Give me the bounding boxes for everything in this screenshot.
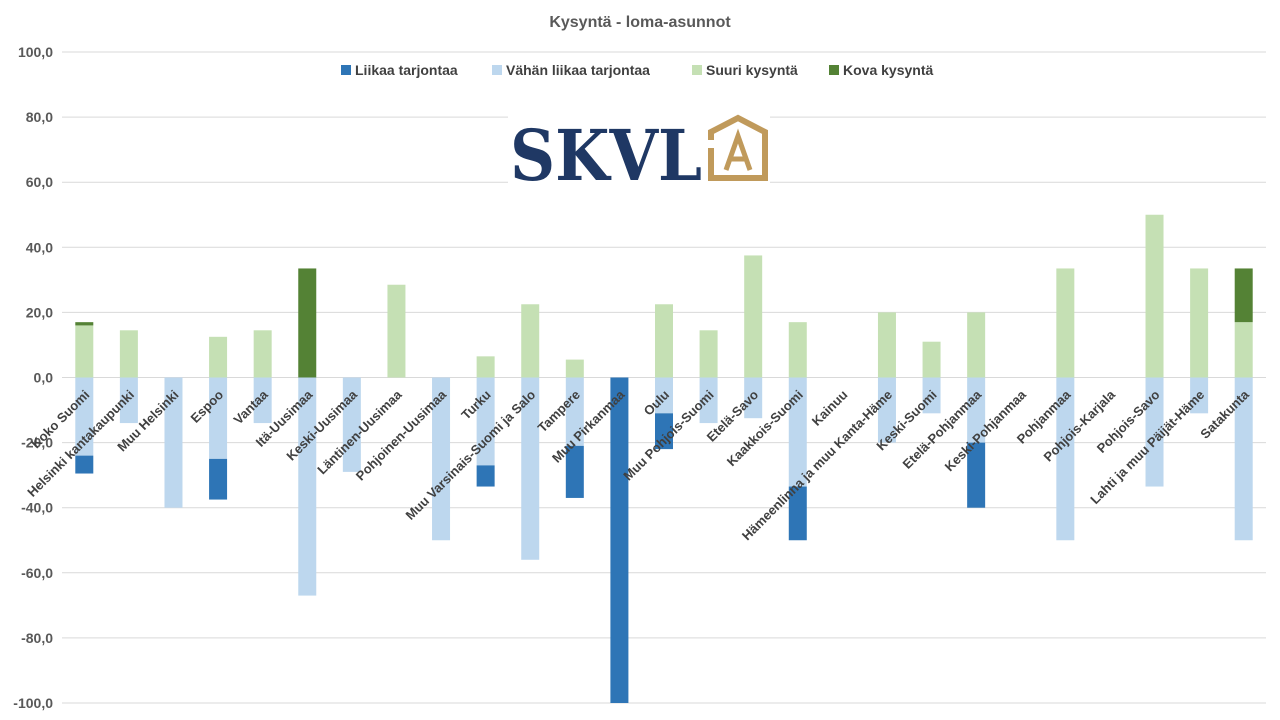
bar-segment [298, 377, 317, 596]
bar-segment [610, 377, 629, 703]
legend-label: Suuri kysyntä [706, 62, 798, 78]
y-tick-label: 80,0 [26, 109, 53, 125]
bar-segment [476, 356, 495, 378]
bar-segment [744, 255, 763, 378]
bar-segment [744, 377, 763, 419]
bar-segment [565, 377, 584, 446]
skvl-logo: SKVL [508, 110, 770, 197]
legend-swatch [692, 65, 702, 75]
legend-swatch [492, 65, 502, 75]
bar-segment [967, 442, 986, 508]
chart-title: Kysyntä - loma-asunnot [549, 14, 731, 31]
bar-segment [432, 377, 451, 541]
bar-segment [788, 377, 807, 487]
bar-segment [699, 377, 718, 424]
bar-segment [788, 322, 807, 378]
bar-segment [1056, 268, 1075, 378]
y-tick-label: -60,0 [21, 565, 53, 581]
legend-swatch [341, 65, 351, 75]
bar-segment [209, 377, 228, 459]
legend-label: Kova kysyntä [843, 62, 933, 78]
bar-segment [1234, 268, 1253, 323]
bar-segment [877, 312, 896, 378]
x-tick-label: Keski-Pohjanmaa [942, 386, 1030, 474]
legend-label: Vähän liikaa tarjontaa [506, 62, 650, 78]
bar-segment [342, 377, 361, 472]
bar-segment [253, 330, 272, 378]
bar-segment [1145, 214, 1164, 378]
bar-segment [476, 377, 495, 466]
bar-segment [922, 377, 941, 414]
legend-swatch [829, 65, 839, 75]
bar-segment [1190, 268, 1209, 378]
legend-label: Liikaa tarjontaa [355, 62, 458, 78]
y-tick-label: -20,0 [21, 435, 53, 451]
y-tick-label: 100,0 [18, 44, 53, 60]
bar-segment [75, 377, 94, 456]
legend: Liikaa tarjontaa Vähän liikaa tarjontaa Su… [341, 62, 933, 78]
logo-emblem-icon [708, 114, 768, 181]
bar-segment [967, 312, 986, 378]
bar-segment [655, 304, 673, 378]
y-axis-ticks: 100,0 80,0 60,0 40,0 20,0 0,0 -20,0 -40,0 -60,0 -… [13, 44, 53, 711]
y-tick-label: -100,0 [13, 695, 53, 711]
y-tick-label: 0,0 [34, 370, 54, 386]
bar-segment [164, 377, 183, 508]
y-tick-label: -40,0 [21, 500, 53, 516]
bar-segment [922, 341, 941, 378]
bar-segment [1234, 377, 1253, 541]
bar-segment [788, 486, 807, 541]
bar-segment [521, 304, 540, 378]
bar-segment [253, 377, 272, 424]
bar-segment [119, 330, 138, 378]
bar-segment [521, 377, 540, 560]
bar-segment [75, 455, 94, 474]
bars [75, 214, 1253, 703]
bar-segment [655, 413, 673, 450]
bar-segment [1145, 377, 1164, 487]
bar-segment [209, 458, 228, 500]
y-tick-label: -80,0 [21, 630, 53, 646]
bar-segment [565, 359, 584, 378]
bar-segment [1234, 322, 1253, 378]
y-tick-label: 20,0 [26, 304, 53, 320]
y-tick-label: 40,0 [26, 239, 53, 255]
bar-segment [877, 377, 896, 443]
bar-segment [1056, 377, 1075, 541]
bar-segment [387, 284, 406, 378]
bar-segment [1190, 377, 1209, 414]
bar-segment [655, 377, 673, 414]
logo-text: SKVL [510, 114, 702, 197]
bar-segment [699, 330, 718, 378]
bar-segment [75, 322, 94, 326]
bar-segment [119, 377, 138, 424]
bar-segment [967, 377, 986, 443]
bar-segment [476, 465, 495, 487]
bar-segment [209, 336, 228, 378]
bar-segment [298, 268, 317, 378]
y-tick-label: 60,0 [26, 174, 53, 190]
bar-segment [75, 325, 94, 378]
x-tick-label: Kainuu [809, 387, 851, 429]
bar-segment [565, 445, 584, 498]
